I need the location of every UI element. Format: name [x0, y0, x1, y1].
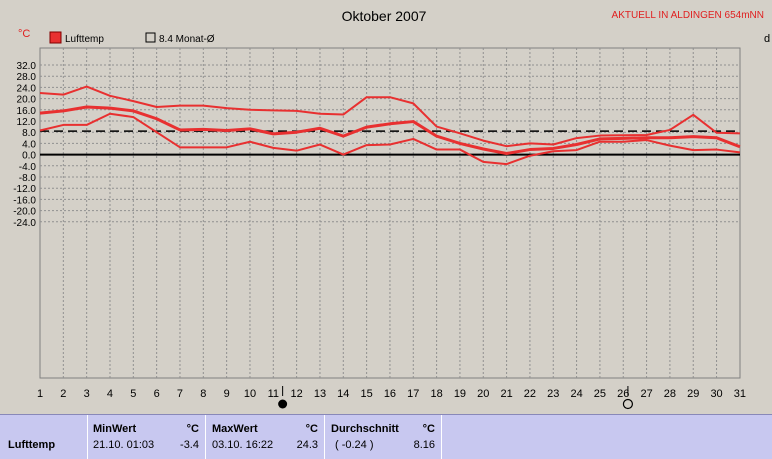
min-time: 21.10. 01:03 [93, 439, 155, 451]
x-tick-label: 26 [617, 388, 629, 400]
y-tick-label: 12.0 [17, 117, 37, 128]
legend-label-monthly-mean: 8.4 Monat-Ø [159, 34, 215, 45]
legend-swatch-lufttemp [49, 31, 62, 44]
x-tick-label: 2 [60, 388, 66, 400]
x-tick-label: 18 [430, 388, 442, 400]
y-tick-label: -12.0 [13, 184, 36, 195]
y-tick-label: 24.0 [17, 83, 37, 94]
x-tick-label: 12 [291, 388, 303, 400]
x-tick-label: 25 [594, 388, 606, 400]
y-tick-label: 20.0 [17, 95, 37, 106]
max-header: MaxWert [212, 423, 258, 435]
full-moon-icon [622, 398, 634, 410]
x-tick-label: 31 [734, 388, 746, 400]
x-tick-label: 23 [547, 388, 559, 400]
temperature-chart: Oktober 2007 AKTUELL IN ALDINGEN 654mNN … [13, 8, 770, 410]
x-tick-label: 29 [687, 388, 699, 400]
y-tick-label: -20.0 [13, 207, 36, 218]
x-tick-label: 14 [337, 388, 349, 400]
right-edge-label: d [764, 33, 770, 45]
y-tick-label: 4.0 [22, 139, 36, 150]
x-tick-label: 28 [664, 388, 676, 400]
new-moon-icon [278, 399, 288, 409]
series-line-mittel [39, 105, 741, 155]
moon-markers [278, 386, 634, 410]
x-tick-label: 5 [130, 388, 136, 400]
x-axis-ticks: 1 2 3 4 5 6 7 8 9 10 11 12 13 14 15 16 17 18 19 20 21 22 23 24 2… [37, 388, 746, 400]
stats-label-cell: Lufttemp [0, 415, 88, 459]
x-tick-label: 30 [710, 388, 722, 400]
avg-note: ( -0.24 ) [335, 439, 374, 451]
y-tick-label: -8.0 [19, 173, 37, 184]
x-tick-label: 1 [37, 388, 43, 400]
y-tick-label: -24.0 [13, 218, 36, 229]
y-axis-ticks: 32.028.024.020.016.012.08.04.00.0-4.0-8.… [13, 61, 36, 229]
legend-label-lufttemp: Lufttemp [65, 34, 104, 45]
x-tick-label: 22 [524, 388, 536, 400]
x-tick-label: 15 [360, 388, 372, 400]
x-tick-label: 19 [454, 388, 466, 400]
y-tick-label: -16.0 [13, 195, 36, 206]
stats-row-label: Lufttemp [8, 439, 56, 451]
x-tick-label: 16 [384, 388, 396, 400]
series-lines [39, 85, 741, 166]
x-tick-label: 17 [407, 388, 419, 400]
max-cell: MaxWert °C 03.10. 16:22 24.3 [206, 415, 325, 459]
x-tick-label: 11 [268, 388, 279, 400]
y-tick-label: -4.0 [19, 162, 37, 173]
avg-header: Durchschnitt [331, 423, 399, 435]
x-tick-label: 4 [107, 388, 113, 400]
x-tick-label: 20 [477, 388, 489, 400]
series-line-max [39, 85, 740, 148]
x-tick-label: 10 [244, 388, 256, 400]
avg-cell: Durchschnitt °C ( -0.24 ) 8.16 [325, 415, 442, 459]
grid [40, 48, 740, 378]
min-header: MinWert [93, 423, 137, 435]
avg-unit: °C [422, 423, 435, 435]
location-note: AKTUELL IN ALDINGEN 654mNN [612, 10, 764, 21]
x-tick-label: 8 [200, 388, 206, 400]
max-unit: °C [305, 423, 318, 435]
avg-value: 8.16 [413, 439, 435, 451]
max-value: 24.3 [296, 439, 318, 451]
y-axis-unit: °C [18, 28, 30, 40]
y-tick-label: 0.0 [22, 151, 36, 162]
chart-title: Oktober 2007 [342, 8, 427, 24]
x-tick-label: 6 [154, 388, 160, 400]
y-tick-label: 32.0 [17, 61, 37, 72]
series-line-min [39, 112, 741, 166]
y-tick-label: 8.0 [22, 128, 36, 139]
x-tick-label: 21 [500, 388, 512, 400]
y-tick-label: 16.0 [17, 106, 37, 117]
x-tick-label: 7 [177, 388, 183, 400]
min-unit: °C [186, 423, 199, 435]
x-tick-label: 13 [314, 388, 326, 400]
x-tick-label: 27 [640, 388, 652, 400]
min-value: -3.4 [180, 439, 199, 451]
x-tick-label: 9 [224, 388, 230, 400]
min-cell: MinWert °C 21.10. 01:03 -3.4 [87, 415, 206, 459]
max-time: 03.10. 16:22 [212, 439, 274, 451]
x-tick-label: 3 [84, 388, 90, 400]
x-tick-label: 24 [570, 388, 582, 400]
stats-panel: Lufttemp MinWert °C 21.10. 01:03 -3.4 Ma… [0, 414, 772, 459]
legend-swatch-monthly-mean [145, 32, 156, 43]
y-tick-label: 28.0 [17, 72, 37, 83]
